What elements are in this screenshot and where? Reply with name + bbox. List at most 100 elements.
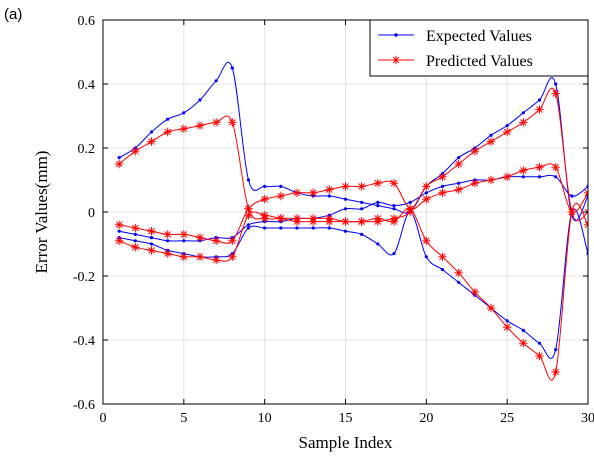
data-point	[554, 175, 558, 179]
data-point	[521, 328, 525, 332]
data-point	[440, 268, 445, 272]
data-point	[486, 175, 496, 185]
data-point	[327, 194, 331, 198]
y-tick-label: 0.6	[78, 14, 96, 29]
data-point	[454, 268, 463, 277]
data-point	[521, 175, 525, 179]
data-point	[211, 236, 221, 245]
data-point	[246, 178, 251, 182]
data-point	[308, 217, 318, 226]
x-tick-label: 10	[258, 411, 272, 426]
data-series	[114, 61, 588, 381]
data-point	[583, 188, 588, 197]
legend: Expected Values Predicted Values	[369, 19, 589, 77]
data-point	[311, 226, 315, 230]
data-point	[325, 185, 334, 194]
data-point	[230, 66, 234, 70]
data-point	[260, 211, 269, 220]
series-line	[119, 174, 588, 242]
data-point	[486, 303, 496, 313]
data-point	[537, 98, 542, 102]
x-tick-label: 20	[419, 411, 433, 426]
data-point	[567, 207, 577, 217]
data-point	[276, 191, 286, 201]
data-point	[341, 182, 350, 191]
y-tick-label: -0.4	[73, 334, 95, 349]
data-point	[457, 280, 461, 284]
series-line	[118, 61, 588, 222]
data-point	[214, 79, 218, 83]
data-point	[325, 217, 334, 226]
legend-box	[369, 19, 589, 77]
data-point	[422, 195, 431, 204]
data-point	[551, 89, 560, 98]
data-point	[117, 229, 121, 233]
data-point	[440, 184, 445, 188]
data-point	[133, 239, 137, 243]
legend-item: Predicted Values	[378, 53, 533, 70]
data-point	[198, 98, 202, 102]
grid	[102, 19, 589, 405]
data-point	[149, 130, 154, 134]
data-point	[246, 226, 251, 230]
x-tick-label: 30	[581, 411, 594, 426]
data-point	[457, 156, 461, 160]
axis-ticks: 0 5 10 15 20 25 30 -0.6 -0.4 -0.2 0 0.2 0.4 0.6	[73, 14, 594, 426]
x-tick-label: 5	[180, 411, 187, 426]
x-tick-label: 15	[339, 411, 353, 426]
data-point	[373, 179, 383, 188]
data-point	[392, 207, 396, 211]
data-point	[228, 118, 237, 127]
series-predicted	[114, 87, 588, 381]
data-point	[392, 252, 396, 256]
data-point	[570, 194, 574, 198]
data-point	[246, 223, 251, 227]
data-point	[195, 252, 205, 261]
data-point	[327, 226, 331, 230]
data-point	[279, 184, 283, 188]
data-point	[343, 229, 348, 233]
data-point	[263, 184, 267, 188]
data-point	[360, 200, 364, 204]
data-point	[357, 182, 366, 191]
data-point	[357, 217, 366, 226]
data-point	[343, 197, 348, 201]
data-point	[182, 239, 186, 243]
data-point	[279, 226, 283, 230]
data-point	[505, 319, 509, 323]
data-point	[486, 137, 496, 146]
data-point	[195, 121, 205, 130]
data-point	[505, 124, 509, 128]
data-point	[502, 127, 512, 137]
data-point	[263, 226, 267, 230]
y-tick-label: 0	[88, 206, 95, 221]
data-point	[554, 82, 558, 86]
data-point	[114, 220, 124, 229]
data-point	[131, 243, 140, 252]
data-point	[117, 156, 121, 160]
data-point	[182, 111, 186, 115]
data-point	[389, 179, 399, 188]
legend-marker	[391, 55, 401, 65]
data-point	[392, 204, 396, 208]
data-point	[454, 185, 463, 194]
data-point	[535, 163, 544, 172]
data-point	[408, 200, 412, 204]
data-point	[457, 181, 461, 185]
data-point	[166, 117, 170, 121]
data-point	[583, 220, 588, 229]
series-line	[119, 208, 588, 359]
data-point	[551, 163, 560, 172]
data-point	[424, 191, 428, 195]
data-point	[470, 179, 480, 188]
data-point	[131, 223, 140, 233]
data-point	[502, 323, 512, 332]
data-point	[470, 287, 480, 297]
data-point	[292, 217, 302, 226]
series-line	[118, 202, 588, 381]
data-point	[554, 348, 558, 352]
data-point	[438, 188, 447, 197]
data-point	[537, 175, 542, 179]
data-point	[308, 188, 318, 197]
